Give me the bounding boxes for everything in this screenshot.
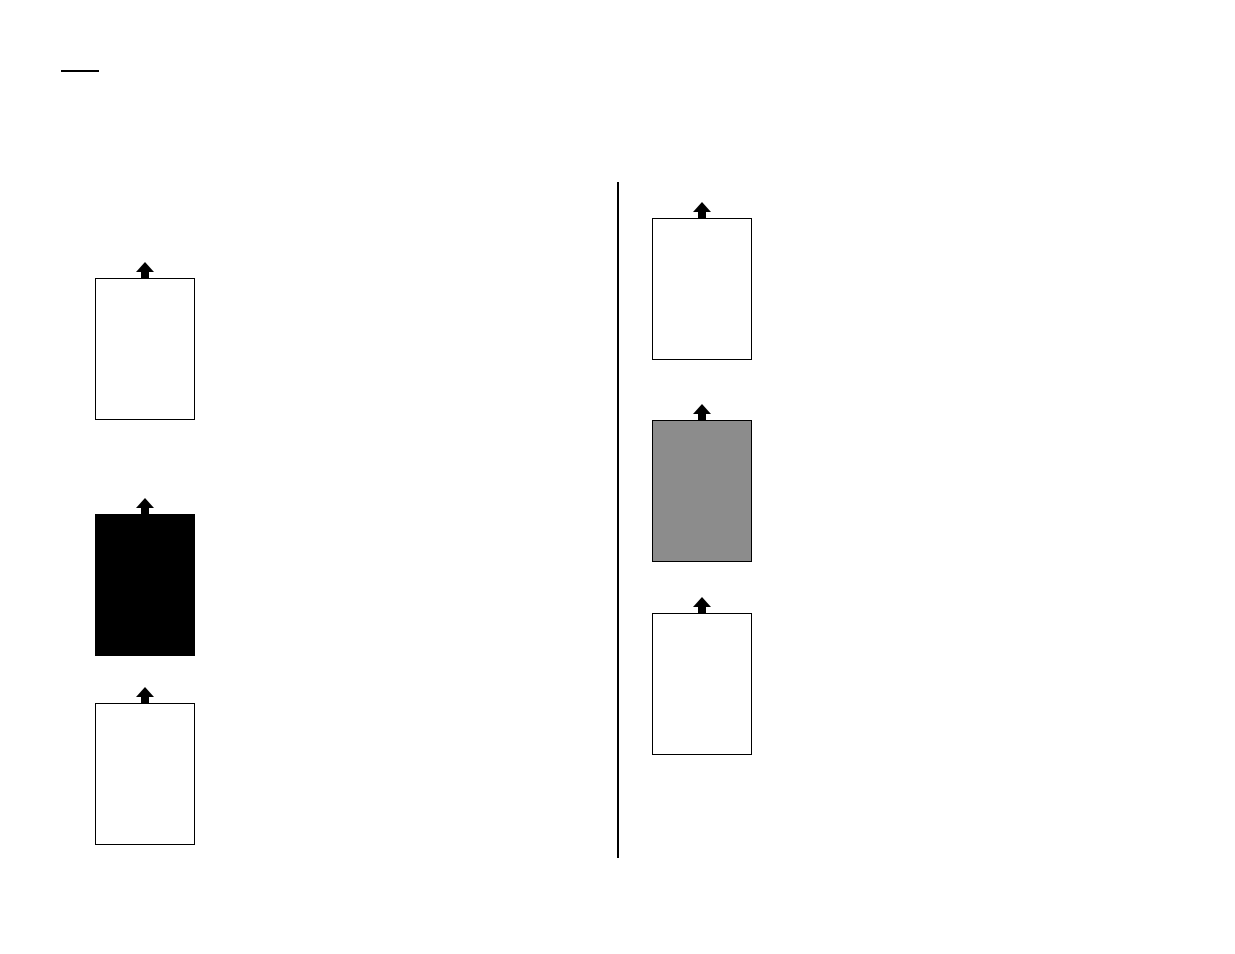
arrow-up-icon	[136, 498, 154, 514]
tab-marker	[61, 70, 99, 72]
card-r2	[652, 420, 752, 562]
card-l3	[95, 703, 195, 845]
card-l1	[95, 278, 195, 420]
column-divider	[617, 182, 619, 858]
arrow-up-icon	[136, 687, 154, 703]
arrow-up-icon	[693, 202, 711, 218]
card-r3	[652, 613, 752, 755]
card-r1	[652, 218, 752, 360]
card-l2	[95, 514, 195, 656]
arrow-up-icon	[693, 404, 711, 420]
arrow-up-icon	[693, 597, 711, 613]
arrow-up-icon	[136, 262, 154, 278]
